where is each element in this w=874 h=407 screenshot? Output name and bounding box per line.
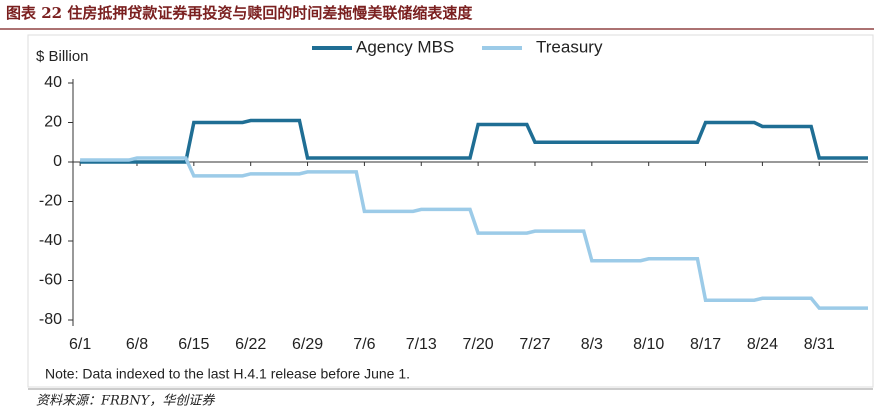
x-tick-label: 8/17 [690, 336, 721, 353]
series-line [80, 156, 868, 310]
chart-title: 图表 22 住房抵押贷款证券再投资与赎回的时间差拖慢美联储缩表速度 [6, 4, 473, 22]
x-tick-label: 7/6 [353, 336, 375, 353]
x-tick-label: 6/22 [235, 336, 266, 353]
x-tick-label: 6/29 [292, 336, 323, 353]
legend-label: Agency MBS [356, 37, 454, 56]
x-tick-label: 7/27 [519, 336, 550, 353]
y-tick-label: -40 [39, 232, 62, 249]
x-tick-label: 8/31 [804, 336, 835, 353]
x-tick-label: 8/24 [747, 336, 778, 353]
x-tick-label: 7/13 [406, 336, 437, 353]
x-tick-label: 8/10 [633, 336, 664, 353]
chart-frame [27, 34, 874, 388]
y-tick-label: 20 [44, 114, 62, 131]
y-tick-label: -80 [39, 311, 62, 328]
series-line [80, 118, 868, 164]
y-tick-label: 0 [53, 153, 62, 170]
source: 资料来源：FRBNY，华创证券 [36, 394, 215, 407]
y-tick-label: 40 [44, 74, 62, 91]
x-tick-label: 6/8 [126, 336, 148, 353]
note: Note: Data indexed to the last H.4.1 rel… [45, 366, 410, 382]
x-tick-label: 6/15 [178, 336, 209, 353]
y-axis-label: $ Billion [36, 48, 89, 65]
y-tick-label: -20 [39, 193, 62, 210]
legend-label: Treasury [536, 37, 603, 56]
x-tick-label: 7/20 [463, 336, 494, 353]
x-tick-label: 8/3 [581, 336, 603, 353]
x-tick-label: 6/1 [69, 336, 91, 353]
y-tick-label: -60 [39, 272, 62, 289]
